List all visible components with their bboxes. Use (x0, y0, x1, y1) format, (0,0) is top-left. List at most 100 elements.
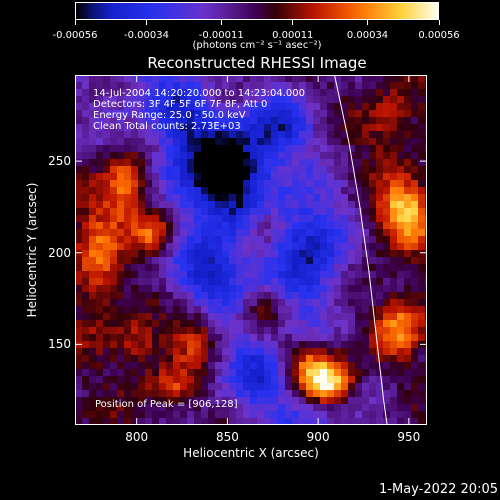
heatmap-cell (376, 152, 384, 160)
heatmap-cell (418, 411, 426, 419)
heatmap-cell (334, 215, 342, 223)
heatmap-cell (166, 341, 174, 349)
heatmap-cell (159, 383, 167, 391)
heatmap-cell (411, 369, 419, 377)
heatmap-cell (236, 397, 244, 405)
heatmap-cell (292, 390, 300, 398)
heatmap-cell (82, 201, 90, 209)
heatmap-cell (103, 138, 111, 146)
heatmap-cell (313, 145, 321, 153)
heatmap-cell (222, 257, 230, 265)
heatmap-cell (187, 208, 195, 216)
heatmap-cell (215, 271, 223, 279)
heatmap-cell (257, 215, 265, 223)
heatmap-cell (222, 75, 230, 83)
heatmap-cell (411, 334, 419, 342)
heatmap-cell (250, 369, 258, 377)
heatmap-cell (257, 89, 265, 97)
heatmap-cell (320, 418, 328, 425)
heatmap-cell (285, 229, 293, 237)
heatmap-cell (236, 208, 244, 216)
heatmap-cell (166, 376, 174, 384)
heatmap-cell (313, 89, 321, 97)
heatmap-cell (103, 313, 111, 321)
heatmap-cell (89, 292, 97, 300)
heatmap-cell (257, 194, 265, 202)
heatmap-cell (285, 264, 293, 272)
heatmap-cell (243, 327, 251, 335)
info-line-counts: Clean Total counts: 2.73E+03 (93, 121, 241, 132)
heatmap-cell (103, 152, 111, 160)
heatmap-cell (327, 299, 335, 307)
heatmap-cell (383, 194, 391, 202)
heatmap-cell (257, 390, 265, 398)
heatmap-cell (131, 341, 139, 349)
heatmap-cell (334, 390, 342, 398)
heatmap-cell (222, 222, 230, 230)
heatmap-cell (166, 96, 174, 104)
heatmap-cell (229, 103, 237, 111)
heatmap-cell (173, 229, 181, 237)
heatmap-cell (159, 250, 167, 258)
heatmap-cell (334, 159, 342, 167)
heatmap-cell (390, 82, 398, 90)
heatmap-cell (152, 180, 160, 188)
heatmap-cell (327, 264, 335, 272)
heatmap-cell (110, 285, 118, 293)
heatmap-cell (75, 166, 83, 174)
heatmap-cell (418, 215, 426, 223)
heatmap-cell (390, 257, 398, 265)
heatmap-cell (264, 103, 272, 111)
heatmap-cell (208, 208, 216, 216)
heatmap-cell (124, 110, 132, 118)
heatmap-cell (166, 89, 174, 97)
heatmap-cell (194, 138, 202, 146)
heatmap-cell (152, 243, 160, 251)
heatmap-cell (411, 397, 419, 405)
heatmap-cell (271, 264, 279, 272)
heatmap-cell (159, 285, 167, 293)
heatmap-cell (299, 327, 307, 335)
heatmap-cell (187, 117, 195, 125)
heatmap-cell (390, 390, 398, 398)
heatmap-cell (257, 285, 265, 293)
heatmap-cell (82, 404, 90, 412)
heatmap-cell (390, 327, 398, 335)
heatmap-cell (243, 278, 251, 286)
heatmap-cell (355, 383, 363, 391)
heatmap-cell (194, 320, 202, 328)
heatmap-cell (229, 376, 237, 384)
heatmap-cell (117, 215, 125, 223)
heatmap-cell (299, 341, 307, 349)
heatmap-cell (103, 194, 111, 202)
heatmap-cell (243, 201, 251, 209)
heatmap-cell (124, 299, 132, 307)
heatmap-cell (124, 96, 132, 104)
heatmap-cell (383, 397, 391, 405)
heatmap-cell (264, 201, 272, 209)
heatmap-cell (208, 264, 216, 272)
heatmap-cell (299, 159, 307, 167)
heatmap-cell (131, 131, 139, 139)
heatmap-cell (229, 208, 237, 216)
heatmap-cell (320, 96, 328, 104)
heatmap-cell (236, 110, 244, 118)
heatmap-cell (187, 257, 195, 265)
heatmap-cell (152, 110, 160, 118)
heatmap-cell (362, 201, 370, 209)
heatmap-cell (166, 327, 174, 335)
heatmap-cell (208, 243, 216, 251)
heatmap-cell (243, 173, 251, 181)
heatmap-cell (131, 285, 139, 293)
heatmap-cell (320, 320, 328, 328)
heatmap-cell (236, 362, 244, 370)
heatmap-cell (278, 264, 286, 272)
heatmap-cell (145, 229, 153, 237)
heatmap-cell (278, 271, 286, 279)
heatmap-cell (285, 201, 293, 209)
heatmap-cell (257, 201, 265, 209)
info-line-detectors: Detectors: 3F 4F 5F 6F 7F 8F, Att 0 (93, 99, 268, 110)
heatmap-cell (82, 264, 90, 272)
heatmap-cell (180, 89, 188, 97)
heatmap-cell (369, 418, 377, 425)
